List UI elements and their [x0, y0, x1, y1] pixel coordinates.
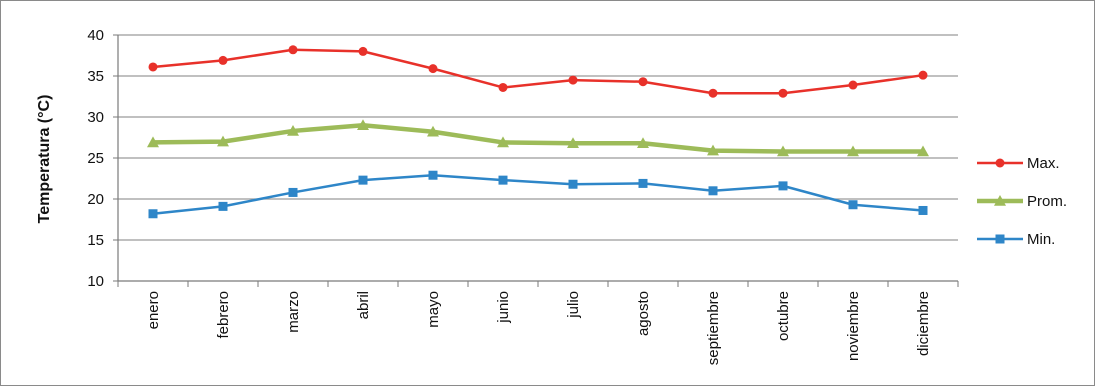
- legend-marker-min: [995, 234, 1005, 244]
- data-point-min: [918, 205, 928, 215]
- data-point-max: [918, 70, 928, 80]
- data-point-min: [148, 209, 158, 219]
- series-line-min: [152, 173, 924, 216]
- legend: Max. Prom. Min.: [977, 155, 1067, 248]
- y-tick-labels: 10 15 20 25 30 35 40: [87, 27, 104, 290]
- data-point-max: [848, 80, 858, 90]
- legend-label-max: Max.: [1027, 155, 1060, 172]
- data-point-prom: [287, 124, 299, 136]
- data-point-min: [218, 201, 228, 211]
- data-point-max: [288, 45, 298, 55]
- y-axis-title: Temperatura (°C): [36, 95, 53, 224]
- data-point-prom: [777, 145, 789, 157]
- y-tick-label: 10: [87, 273, 104, 290]
- x-tick-label: septiembre: [705, 291, 722, 365]
- data-point-max: [358, 46, 368, 56]
- series-prom: [147, 119, 929, 157]
- data-point-prom: [217, 135, 229, 147]
- data-point-prom: [357, 119, 369, 130]
- x-tick-label: enero: [145, 291, 162, 329]
- series-min: [148, 170, 928, 219]
- legend-marker-max: [995, 158, 1005, 168]
- x-tick-label: julio: [565, 291, 582, 319]
- series-line-max: [152, 48, 924, 95]
- legend-entry-min: Min.: [977, 231, 1055, 248]
- data-point-prom: [637, 137, 649, 149]
- data-point-max: [428, 64, 438, 74]
- x-tick-label: agosto: [635, 291, 652, 336]
- data-point-min: [428, 170, 438, 180]
- data-point-max: [638, 77, 648, 87]
- x-tick-label: junio: [495, 291, 512, 324]
- x-tick-label: mayo: [425, 291, 442, 328]
- data-point-prom: [917, 145, 929, 157]
- data-point-max: [498, 82, 508, 92]
- data-point-max: [148, 62, 158, 72]
- legend-label-min: Min.: [1027, 231, 1055, 248]
- data-point-max: [568, 75, 578, 85]
- legend-marker-prom: [994, 195, 1006, 206]
- data-point-max: [218, 55, 228, 65]
- data-point-min: [638, 178, 648, 188]
- data-point-min: [358, 175, 368, 185]
- x-tick-label: noviembre: [845, 291, 862, 361]
- series-group: [147, 45, 929, 219]
- y-tick-label: 25: [87, 150, 104, 167]
- data-point-prom: [847, 145, 859, 157]
- y-tick-label: 15: [87, 232, 104, 249]
- data-point-max: [708, 88, 718, 98]
- series-max: [148, 45, 928, 98]
- x-tick-labels: enero febrero marzo abril mayo junio julio agos…: [145, 291, 932, 365]
- data-point-prom: [567, 137, 579, 149]
- data-point-min: [288, 187, 298, 197]
- x-tick-label: febrero: [215, 291, 232, 339]
- x-tick-label: marzo: [285, 291, 302, 333]
- x-tick-label: diciembre: [915, 291, 932, 356]
- legend-entry-prom: Prom.: [977, 193, 1067, 210]
- y-tick-label: 30: [87, 109, 104, 126]
- data-point-min: [568, 179, 578, 189]
- data-point-prom: [427, 125, 439, 137]
- x-tick-label: abril: [355, 291, 372, 319]
- x-tick-label: octubre: [775, 291, 792, 341]
- axes: [113, 34, 959, 287]
- data-point-min: [708, 186, 718, 196]
- series-line-prom: [152, 122, 923, 154]
- y-tick-label: 20: [87, 191, 104, 208]
- data-point-max: [778, 88, 788, 98]
- data-point-prom: [147, 136, 159, 148]
- y-tick-label: 40: [87, 27, 104, 44]
- data-point-prom: [707, 144, 719, 156]
- data-point-min: [498, 175, 508, 185]
- data-point-min: [778, 181, 788, 191]
- data-point-prom: [497, 136, 509, 148]
- legend-label-prom: Prom.: [1027, 193, 1067, 210]
- y-tick-label: 35: [87, 68, 104, 85]
- data-point-min: [848, 200, 858, 210]
- legend-entry-max: Max.: [977, 155, 1060, 172]
